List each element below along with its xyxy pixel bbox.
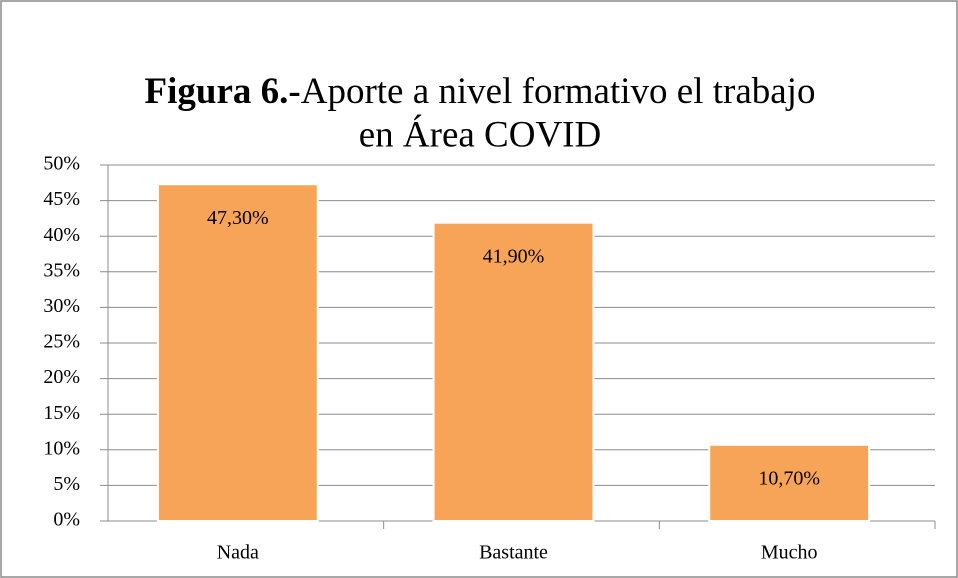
y-tick-label: 20%: [43, 366, 80, 388]
x-tick-label: Mucho: [761, 542, 818, 564]
x-tick-label: Nada: [217, 542, 259, 564]
y-tick-label: 50%: [43, 153, 80, 175]
y-tick-label: 40%: [43, 224, 80, 246]
y-tick-label: 45%: [43, 188, 80, 210]
y-tick-label: 0%: [53, 509, 80, 531]
data-label: 41,90%: [483, 245, 545, 267]
y-tick-label: 5%: [53, 473, 80, 495]
y-tick-label: 30%: [43, 295, 80, 317]
title-bold: Figura 6.-: [145, 71, 301, 112]
bar: [708, 443, 871, 523]
bar: [156, 183, 319, 522]
title-line: Aporte a nivel formativo el trabajo: [301, 71, 816, 112]
chart-title: Figura 6.-Aporte a nivel formativo el tr…: [145, 71, 816, 112]
y-tick-label: 15%: [43, 402, 80, 424]
x-tick-label: Bastante: [479, 542, 548, 564]
y-tick-label: 35%: [43, 259, 80, 281]
bar: [432, 221, 595, 522]
title-line: en Área COVID: [359, 113, 601, 155]
y-tick-label: 25%: [43, 331, 80, 353]
y-tick-label: 10%: [43, 437, 80, 459]
data-label: 47,30%: [207, 207, 269, 229]
data-label: 10,70%: [758, 467, 820, 489]
